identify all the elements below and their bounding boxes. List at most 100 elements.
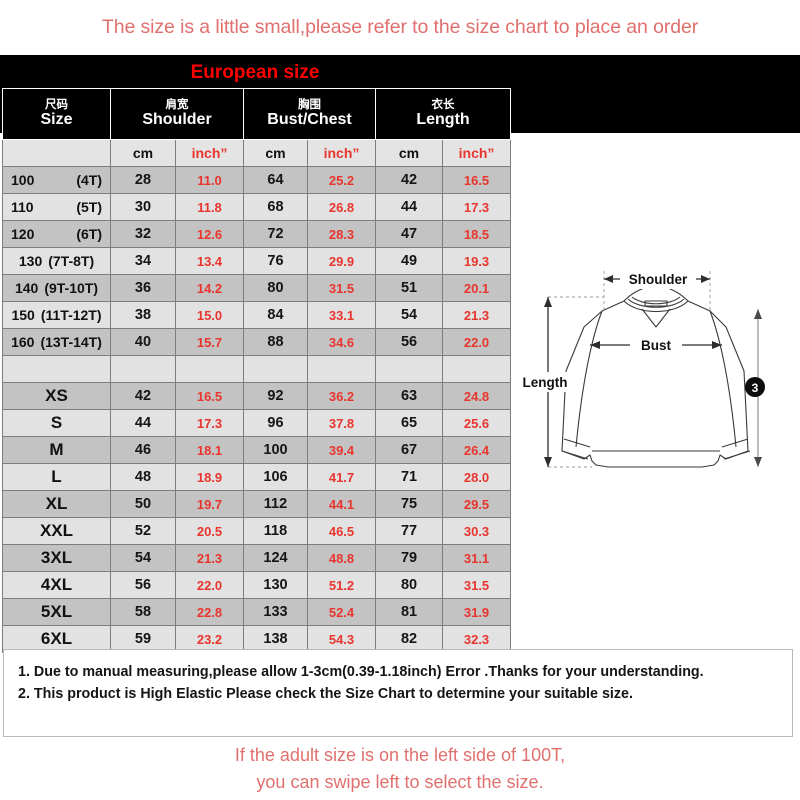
cell-size: XL xyxy=(2,490,111,518)
cell-length-inch: 26.4 xyxy=(442,436,512,464)
cell-size: 3XL xyxy=(2,544,111,572)
table-row: 100 (4T) 28 11.0 64 25.2 42 16.5 xyxy=(2,166,512,194)
header-size-cn: 尺码 xyxy=(45,96,68,111)
cell-size: L xyxy=(2,463,111,491)
cell-shoulder-inch: 11.0 xyxy=(175,166,244,194)
unit-shoulder-cm: cm xyxy=(110,139,176,167)
cell-length-inch: 18.5 xyxy=(442,220,512,248)
cell-size: 150 (11T-12T) xyxy=(2,301,111,329)
kid-size-number: 160 xyxy=(11,334,35,350)
cell-bust-cm: 88 xyxy=(243,328,308,356)
cell-length-inch: 31.5 xyxy=(442,571,512,599)
cell-bust-inch: 36.2 xyxy=(306,382,377,410)
header-size-en: Size xyxy=(40,110,73,128)
length-arrow-bottom xyxy=(544,457,552,467)
separator-cell xyxy=(175,355,244,383)
bottom-notice: If the adult size is on the left side of… xyxy=(0,742,800,796)
banner-title: European size xyxy=(190,62,320,83)
cell-shoulder-inch: 11.8 xyxy=(175,193,244,221)
header-size: 尺码 Size xyxy=(2,88,111,140)
cell-bust-cm: 64 xyxy=(243,166,308,194)
cell-length-cm: 65 xyxy=(375,409,444,437)
cell-size: 140 (9T-10T) xyxy=(2,274,111,302)
badge-circle-icon xyxy=(745,377,765,397)
cell-bust-inch: 29.9 xyxy=(306,247,377,275)
cell-size: XXL xyxy=(2,517,111,545)
bust-label: Bust xyxy=(641,338,672,353)
cell-size: 120 (6T) xyxy=(2,220,111,248)
cell-length-inch: 21.3 xyxy=(442,301,512,329)
cell-shoulder-cm: 46 xyxy=(110,436,176,464)
bust-arrow-left xyxy=(590,341,600,349)
length-label-bg xyxy=(514,372,578,392)
cell-shoulder-cm: 48 xyxy=(110,463,176,491)
length-label: Length xyxy=(523,375,568,390)
bust-arrow-right xyxy=(712,341,722,349)
cell-length-cm: 79 xyxy=(375,544,444,572)
cell-shoulder-inch: 15.7 xyxy=(175,328,244,356)
header-length-en: Length xyxy=(416,110,470,128)
kid-size-number: 150 xyxy=(11,307,35,323)
cell-size: S xyxy=(2,409,111,437)
table-row: XXL 52 20.5 118 46.5 77 30.3 xyxy=(2,517,512,545)
cell-bust-cm: 84 xyxy=(243,301,308,329)
cell-shoulder-cm: 44 xyxy=(110,409,176,437)
cell-shoulder-inch: 16.5 xyxy=(175,382,244,410)
shoulder-label-bg xyxy=(620,269,696,289)
cell-length-cm: 47 xyxy=(375,220,444,248)
cell-shoulder-inch: 22.8 xyxy=(175,598,244,626)
cell-bust-cm: 106 xyxy=(243,463,308,491)
kid-size-number: 140 xyxy=(14,280,39,296)
cell-size: 110 (5T) xyxy=(2,193,111,221)
cell-length-cm: 77 xyxy=(375,517,444,545)
cell-shoulder-inch: 18.9 xyxy=(175,463,244,491)
cell-length-cm: 63 xyxy=(375,382,444,410)
cell-length-cm: 44 xyxy=(375,193,444,221)
cell-length-cm: 75 xyxy=(375,490,444,518)
separator-cell xyxy=(442,355,512,383)
kid-size-age: (11T-12T) xyxy=(40,307,102,323)
garment-measurement-diagram: Shoulder Bust Length 3 xyxy=(512,255,800,515)
table-row: M 46 18.1 100 39.4 67 26.4 xyxy=(2,436,512,464)
cell-bust-inch: 41.7 xyxy=(306,463,377,491)
bottom-notice-line-1: If the adult size is on the left side of… xyxy=(234,745,566,765)
sleeve-guide-arrow-bottom xyxy=(754,457,762,467)
table-row: S 44 17.3 96 37.8 65 25.6 xyxy=(2,409,512,437)
cell-shoulder-cm: 54 xyxy=(110,544,176,572)
header-bust: 胸围 Bust/Chest xyxy=(242,88,377,140)
cell-shoulder-inch: 21.3 xyxy=(175,544,244,572)
cell-length-inch: 17.3 xyxy=(442,193,512,221)
kid-size-number: 100 xyxy=(11,172,35,188)
header-shoulder-cn: 肩宽 xyxy=(165,96,189,111)
cell-shoulder-inch: 19.7 xyxy=(175,490,244,518)
table-row: 4XL 56 22.0 130 51.2 80 31.5 xyxy=(2,571,512,599)
cell-length-inch: 20.1 xyxy=(442,274,512,302)
length-measure-group: Length xyxy=(514,296,604,468)
separator-cell xyxy=(110,355,176,383)
note-line-1: 1. Due to manual measuring,please allow … xyxy=(18,664,704,680)
cell-length-inch: 16.5 xyxy=(442,166,512,194)
cell-shoulder-cm: 58 xyxy=(110,598,176,626)
cell-bust-cm: 80 xyxy=(243,274,308,302)
table-row: 140 (9T-10T) 36 14.2 80 31.5 51 20.1 xyxy=(2,274,512,302)
section-separator-row xyxy=(2,355,512,383)
cell-bust-inch: 51.2 xyxy=(306,571,377,599)
header-length: 衣长 Length xyxy=(375,88,512,140)
bust-label-bg xyxy=(630,335,682,355)
cell-bust-cm: 100 xyxy=(243,436,308,464)
bust-measure-group: Bust xyxy=(590,335,722,355)
kid-size-age: (5T) xyxy=(76,199,102,215)
cell-bust-inch: 28.3 xyxy=(306,220,377,248)
cell-length-inch: 32.3 xyxy=(442,625,512,653)
cell-shoulder-inch: 14.2 xyxy=(175,274,244,302)
table-row: XL 50 19.7 112 44.1 75 29.5 xyxy=(2,490,512,518)
kid-size-number: 130 xyxy=(18,253,43,269)
header-shoulder-en: Shoulder xyxy=(142,110,212,128)
cell-length-cm: 54 xyxy=(375,301,444,329)
badge-number: 3 xyxy=(752,381,759,395)
unit-length-inch: inch” xyxy=(442,139,512,167)
cell-length-inch: 28.0 xyxy=(442,463,512,491)
cell-bust-cm: 124 xyxy=(243,544,308,572)
shoulder-measure-group: Shoulder xyxy=(603,269,711,313)
table-row: 120 (6T) 32 12.6 72 28.3 47 18.5 xyxy=(2,220,512,248)
